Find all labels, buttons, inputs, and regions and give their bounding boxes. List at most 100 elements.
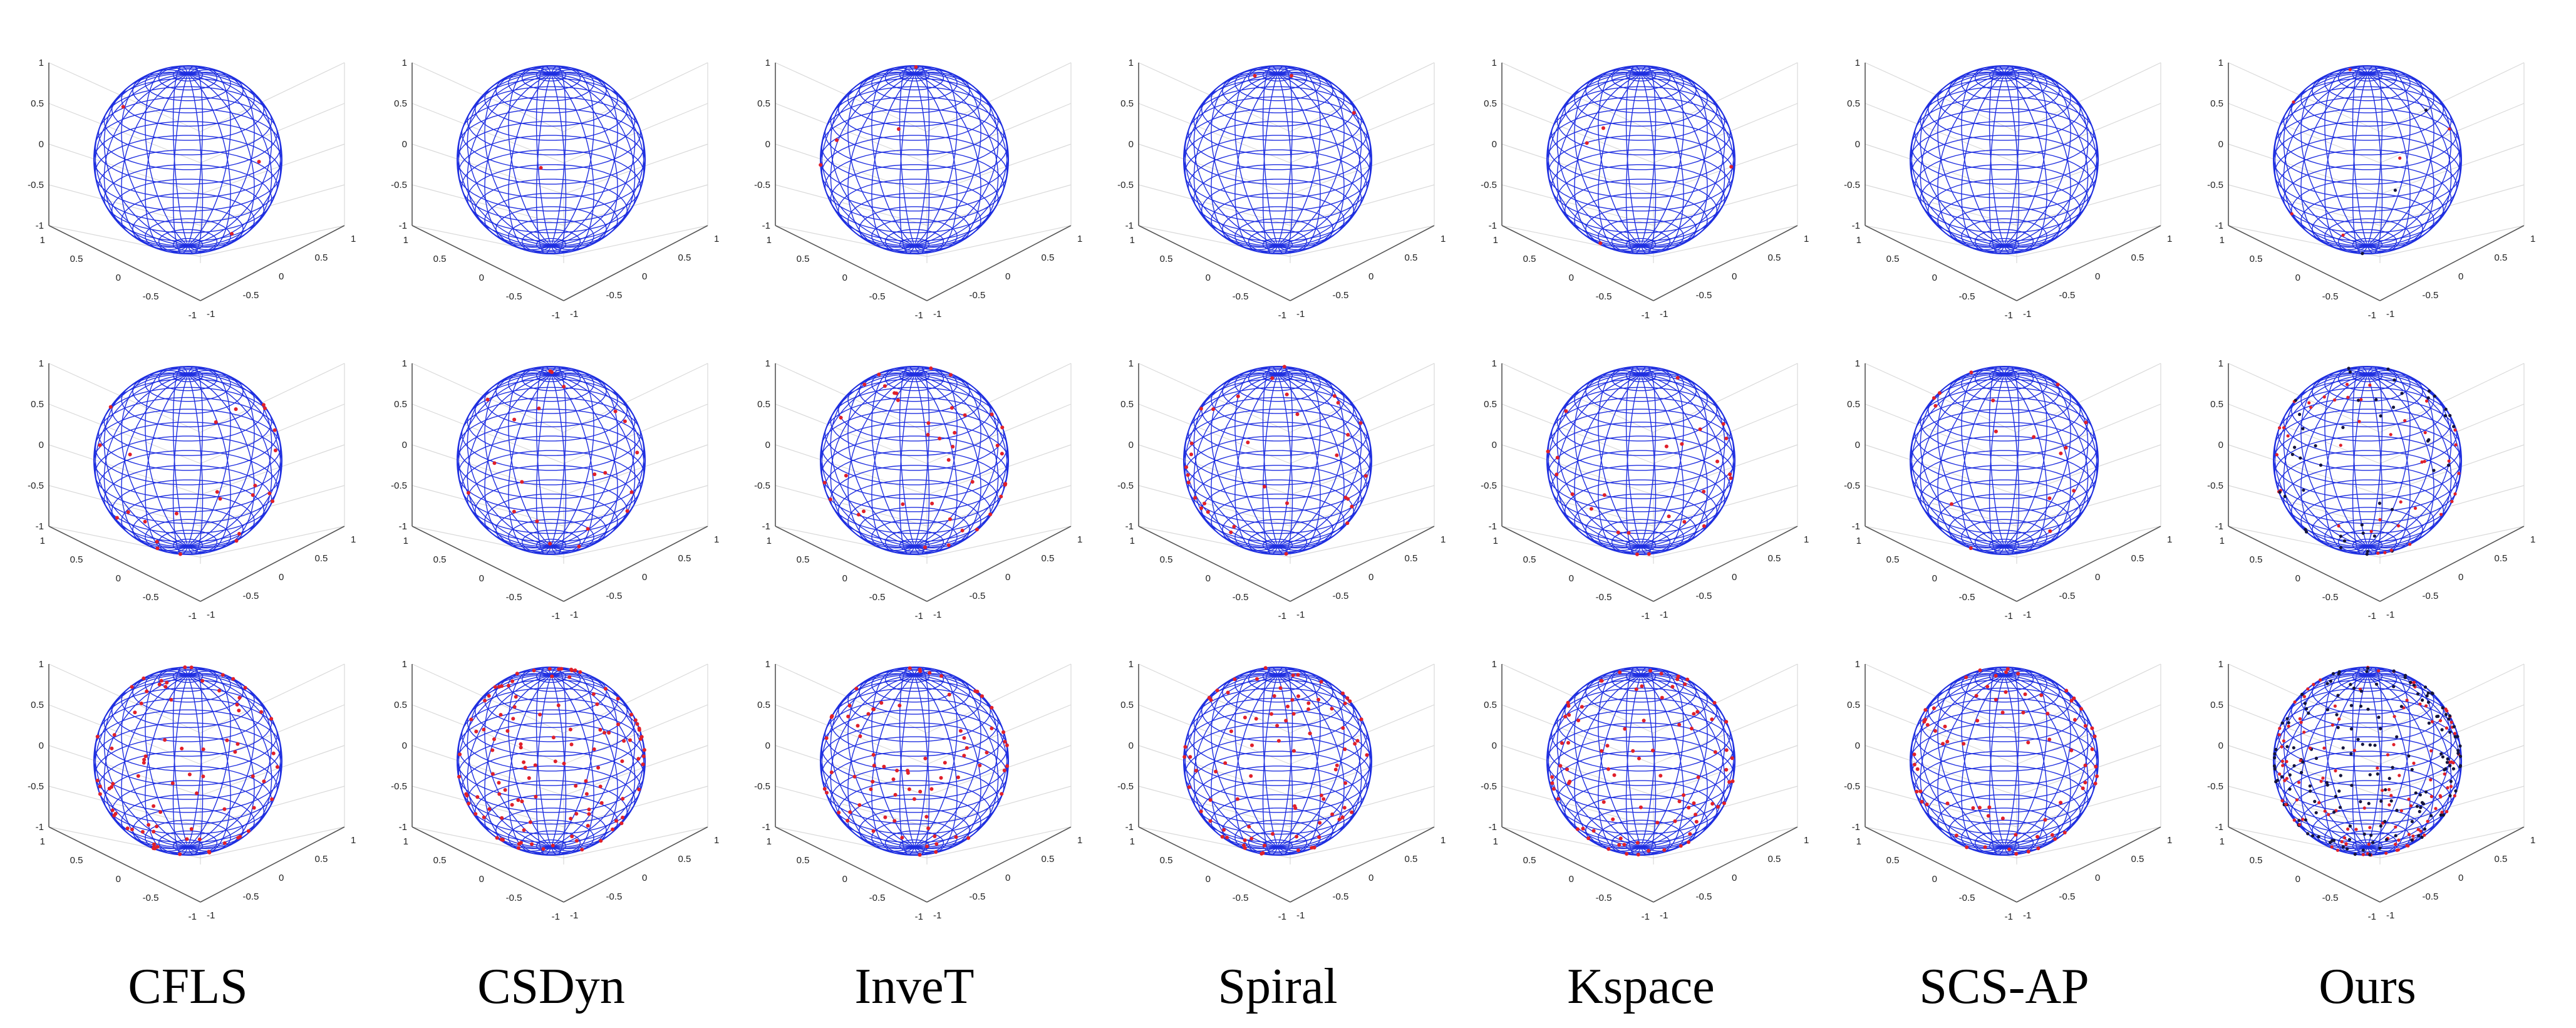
y-tick-label: -1 (570, 910, 578, 921)
x-tick-label: -1 (2368, 611, 2376, 621)
sample-point (2418, 809, 2421, 814)
sample-point (1560, 741, 1564, 745)
sample-point (2273, 767, 2277, 771)
sample-point (1606, 847, 1611, 851)
sample-point (2366, 707, 2370, 711)
sample-point (949, 406, 954, 410)
z-tick-label: 0.5 (394, 700, 407, 710)
sample-point (1275, 724, 1280, 728)
sample-point (235, 702, 239, 707)
sample-point (2379, 727, 2382, 730)
sphere-panel-cfls-row-1: 1 0.5 0 -0.5 -1 1 0.5 0 -0.5 -1 -1 -0.5 0 0.5 1 (13, 38, 363, 332)
sample-point (2418, 793, 2422, 797)
sample-point (253, 484, 257, 488)
sample-point (2423, 833, 2426, 837)
y-tick-label: 0 (642, 572, 647, 583)
z-tick-label: 0.5 (757, 700, 770, 710)
sample-point (854, 687, 859, 691)
sample-point (1692, 712, 1696, 716)
z-tick-label: -1 (1489, 822, 1497, 833)
sample-point (112, 813, 116, 818)
sample-point (1319, 680, 1323, 684)
sample-point (218, 497, 222, 501)
sample-point (1570, 492, 1575, 496)
sample-point (824, 736, 829, 740)
sample-point (1659, 672, 1663, 676)
z-tick-label: -0.5 (1481, 180, 1497, 190)
sample-point (891, 777, 896, 781)
sphere-plot: 1 0.5 0 -0.5 -1 1 0.5 0 -0.5 -1 -1 -0.5 0 0.5 1 (391, 659, 719, 922)
z-tick-label: 0.5 (394, 399, 407, 410)
sample-point (2383, 551, 2387, 554)
sample-point (1263, 666, 1268, 670)
sample-point (2337, 789, 2341, 793)
sample-point (562, 385, 566, 389)
x-tick-label: 0.5 (2250, 254, 2263, 264)
y-tick-label: 0.5 (2495, 553, 2508, 564)
sample-point (128, 452, 132, 457)
sample-point (990, 726, 994, 730)
y-tick-label: 0.5 (1768, 252, 1781, 263)
sample-point (1346, 433, 1350, 437)
sample-point (2405, 698, 2409, 702)
z-tick-label: -1 (1852, 221, 1860, 231)
sample-point (2430, 720, 2434, 724)
sample-point (152, 804, 156, 808)
sample-point (848, 810, 852, 814)
sample-point (623, 419, 627, 423)
sample-point (142, 757, 147, 762)
sample-point (2273, 756, 2277, 760)
sample-points (95, 665, 279, 856)
sample-point (1923, 708, 1928, 712)
y-tick-label: -1 (2386, 910, 2394, 921)
sample-point (2454, 443, 2458, 447)
sample-point (1208, 798, 1213, 802)
y-tick-label: 0.5 (315, 553, 328, 564)
y-tick-label: 0.5 (1405, 854, 1418, 864)
sphere-panel-scs-ap-row-2: 1 0.5 0 -0.5 -1 1 0.5 0 -0.5 -1 -1 -0.5 0 0.5 1 (1829, 338, 2180, 633)
sample-point (142, 761, 146, 765)
y-tick-label: -1 (2386, 309, 2394, 319)
sample-point (2436, 714, 2440, 718)
sample-point (2322, 746, 2326, 750)
sample-point (547, 667, 552, 671)
sample-point (1724, 720, 1729, 724)
sample-point (519, 745, 523, 750)
sample-point (580, 848, 584, 852)
sample-point (2307, 401, 2311, 405)
sample-point (962, 736, 966, 740)
x-tick-label: 0.5 (797, 554, 810, 565)
sample-point (2389, 794, 2393, 797)
sample-point (1290, 698, 1295, 702)
sample-point (2425, 399, 2429, 403)
sample-point (169, 698, 173, 702)
sample-point (2298, 717, 2302, 720)
sample-point (871, 779, 875, 784)
sample-point (152, 842, 156, 846)
sample-point (619, 821, 624, 826)
z-tick-label: -1 (36, 822, 44, 833)
sample-point (2339, 774, 2342, 777)
sample-point (2036, 846, 2041, 851)
sphere-mesh (457, 667, 646, 856)
sample-point (528, 820, 532, 824)
sample-point (2285, 745, 2289, 749)
y-tick-label: 0.5 (678, 553, 691, 564)
sample-point (2280, 775, 2284, 779)
sample-point (2046, 712, 2050, 716)
y-tick-label: 0.5 (1042, 854, 1055, 864)
sample-point (2287, 724, 2290, 728)
sample-point (1332, 394, 1337, 398)
sample-point (201, 774, 205, 779)
sample-point (500, 816, 504, 820)
sample-point (2367, 843, 2371, 846)
sample-point (1183, 745, 1187, 749)
sample-point (1933, 403, 1938, 408)
sample-point (467, 801, 471, 806)
sample-point (1722, 801, 1726, 806)
z-tick-label: -1 (1852, 822, 1860, 833)
sample-point (604, 687, 608, 691)
sample-point (637, 726, 641, 730)
sample-point (1295, 412, 1300, 417)
sample-point (2301, 818, 2305, 821)
